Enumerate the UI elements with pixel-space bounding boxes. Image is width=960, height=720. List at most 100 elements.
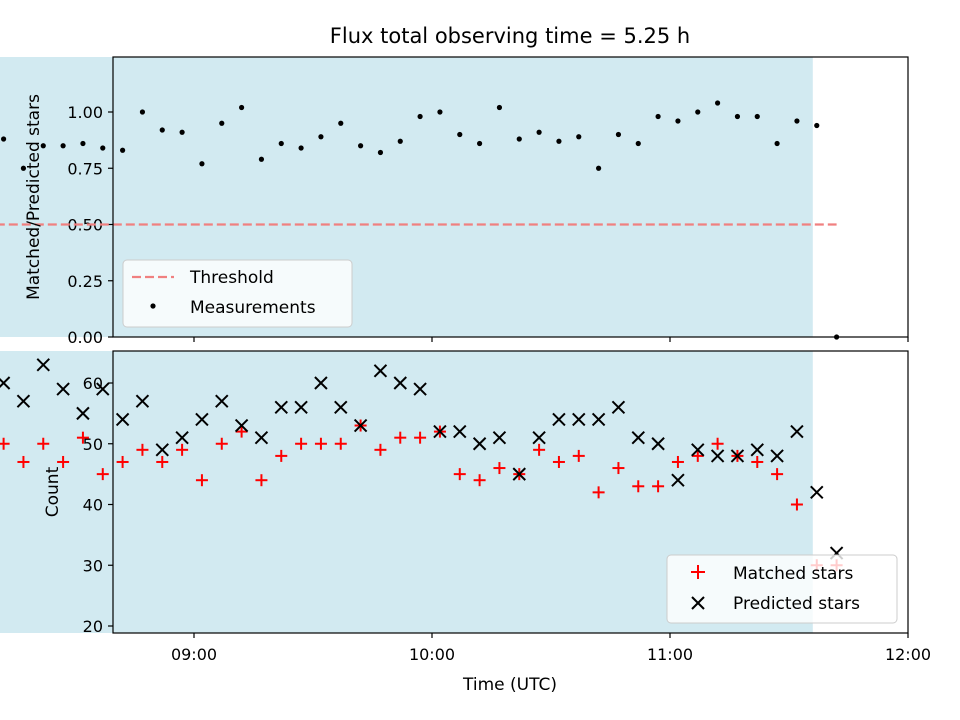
matched-point [572, 449, 585, 462]
predicted-point [36, 358, 50, 372]
measurement-point [20, 165, 27, 171]
matched-point [314, 437, 327, 450]
y-tick-label: 1.00 [67, 103, 103, 122]
predicted-point [671, 473, 685, 487]
measurement-point [596, 165, 602, 171]
matched-point [195, 474, 208, 487]
x-tick-label: 11:00 [647, 645, 693, 664]
measurement-point [80, 140, 86, 147]
observing-band [0, 57, 813, 337]
observing-bands-top [0, 57, 813, 337]
matched-point [691, 449, 704, 462]
ratio-panel: 0.00 0.25 0.50 0.75 1.00 Matched/Predicted s… [0, 56, 909, 347]
measurement-point [159, 127, 165, 133]
measurement-point [457, 131, 463, 138]
measurement-point [40, 143, 46, 149]
legend-measurements-swatch [150, 303, 156, 309]
count-legend: Matched stars Predicted stars [666, 554, 898, 624]
predicted-point [353, 418, 368, 433]
predicted-point [730, 449, 745, 463]
measurement-point [556, 138, 562, 144]
matched-point [334, 437, 347, 450]
measurement-point [417, 113, 423, 120]
predicted-point [254, 430, 269, 445]
matched-point [235, 425, 248, 438]
measurement-point [655, 113, 661, 120]
predicted-point [115, 412, 130, 427]
measurement-point [734, 113, 741, 120]
count-axes-frame [112, 350, 909, 634]
x-tick-label: 10:00 [409, 645, 455, 664]
matched-point [493, 462, 506, 475]
y-tick-label: 60 [83, 374, 103, 393]
measurement-point [715, 100, 721, 106]
predicted-point [591, 412, 606, 427]
measurement-point [516, 136, 522, 142]
predicted-point [274, 400, 288, 415]
matched-point [394, 431, 407, 444]
matched-point [76, 431, 89, 444]
measurements-points [1, 100, 840, 340]
matched-point [96, 468, 109, 481]
matched-point [17, 455, 30, 468]
predicted-point [175, 430, 189, 445]
predicted-point [492, 430, 507, 445]
ratio-x-ticks [193, 337, 909, 342]
y-tick-label: 0.50 [67, 216, 103, 235]
matched-point [671, 455, 684, 468]
measurement-point [675, 118, 681, 124]
predicted-point [770, 449, 784, 463]
predicted-point [651, 437, 665, 451]
figure-title: Flux total observing time = 5.25 h [330, 24, 690, 48]
matched-point [632, 480, 645, 493]
predicted-point [790, 424, 804, 439]
predicted-point [433, 424, 447, 439]
measurement-point [338, 120, 344, 126]
count-y-axis-label: Count [43, 466, 63, 517]
matched-point [612, 462, 625, 475]
matched-point [37, 437, 50, 450]
x-tick-label: 09:00 [171, 645, 217, 664]
predicted-point [155, 443, 169, 457]
predicted-point [334, 400, 348, 415]
matched-point [533, 443, 546, 456]
measurement-point [397, 138, 403, 144]
measurement-point [318, 134, 324, 140]
measurement-point [278, 140, 284, 147]
y-tick-label: 0.75 [67, 159, 103, 178]
predicted-point [512, 467, 526, 481]
predicted-point [234, 418, 249, 433]
measurement-point [139, 109, 146, 115]
measurement-point [695, 109, 701, 115]
matched-point [116, 455, 129, 468]
predicted-point [472, 437, 487, 451]
measurement-point [120, 147, 126, 153]
measurement-point [814, 122, 820, 129]
matched-point [0, 437, 10, 450]
measurement-point [239, 104, 245, 111]
measurement-point [199, 161, 205, 167]
count-legend-box [666, 554, 898, 624]
predicted-point [56, 382, 70, 396]
predicted-point [710, 449, 725, 463]
matched-point [592, 486, 605, 499]
count-x-axis-label: Time (UTC) [462, 675, 557, 695]
legend-threshold-label: Threshold [189, 268, 274, 288]
predicted-point [135, 394, 150, 408]
matched-point [552, 455, 565, 468]
predicted-point [294, 400, 308, 415]
ratio-legend: Threshold Measurements [122, 259, 353, 328]
measurement-point [358, 143, 364, 149]
ratio-y-axis: 0.00 0.25 0.50 0.75 1.00 [67, 103, 113, 347]
predicted-point [552, 412, 566, 427]
predicted-point [750, 443, 764, 457]
measurement-point [774, 140, 780, 147]
measurement-point [60, 143, 66, 149]
matched-point [652, 480, 665, 493]
predicted-point [195, 412, 209, 427]
measurement-point [576, 134, 582, 140]
matched-point [711, 437, 724, 450]
legend-matched-swatch [691, 565, 705, 579]
